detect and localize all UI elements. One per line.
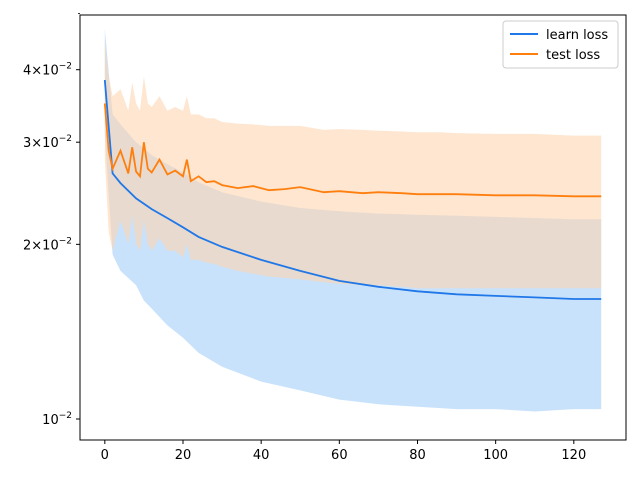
confidence-bands	[104, 29, 602, 412]
legend-label: learn loss	[546, 28, 608, 43]
x-tick-label: 60	[331, 448, 348, 463]
legend-box	[502, 20, 619, 69]
x-tick-label: 40	[253, 448, 270, 463]
plot-frame	[79, 14, 627, 441]
line-learn-loss	[103, 79, 602, 300]
y-tick-label: 4×10−2	[23, 62, 72, 79]
band-test-loss	[104, 40, 602, 289]
x-tick-label: 120	[561, 448, 586, 463]
legend: learn loss test loss	[502, 20, 619, 69]
x-tick-label: 20	[175, 448, 192, 463]
x-axis: 0 20 40 60 80 100 120	[101, 440, 586, 463]
x-tick-label: 80	[409, 448, 426, 463]
y-axis: 10−2 2×10−2 3×10−2 4×10−2	[23, 13, 80, 428]
y-tick-label: 2×10−2	[23, 236, 72, 253]
y-tick-label: 3×10−2	[23, 134, 72, 151]
line-test-loss	[103, 103, 602, 198]
x-tick-label: 100	[483, 448, 508, 463]
x-tick-label: 0	[101, 448, 109, 463]
legend-label: test loss	[546, 48, 600, 63]
y-tick-label: 10−2	[42, 411, 72, 428]
series-lines	[103, 79, 602, 300]
